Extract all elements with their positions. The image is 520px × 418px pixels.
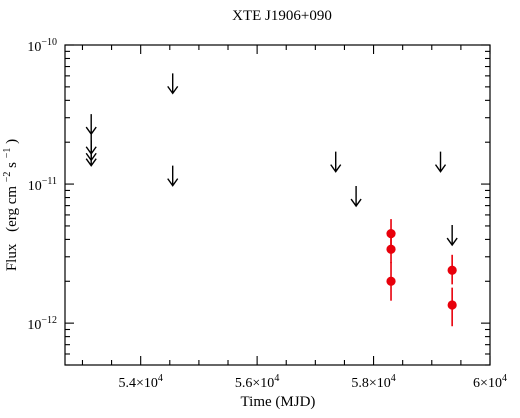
y-axis-label-units-close: ) — [4, 139, 20, 144]
detection-point — [447, 265, 457, 275]
upper-limit-arrow — [446, 225, 458, 247]
axis-ticks — [65, 44, 491, 366]
detection-point — [386, 244, 396, 254]
x-tick-label: 5.6×104 — [235, 373, 279, 391]
upper-limit-arrow — [85, 145, 97, 167]
upper-limit-arrow — [85, 114, 97, 136]
y-axis-label-units: (erg cm — [4, 186, 20, 232]
x-tick-label: 6×104 — [473, 373, 507, 391]
x-tick-label: 5.4×104 — [118, 373, 162, 391]
y-axis-label-units-exp: −2 — [2, 172, 13, 183]
detection-point — [386, 276, 396, 286]
y-axis-label-units-exp2: −1 — [2, 148, 13, 159]
y-axis-label-main: Flux — [4, 243, 20, 271]
upper-limit-arrow — [330, 151, 342, 173]
upper-limit-arrow — [167, 165, 179, 187]
upper-limit-arrow — [350, 186, 362, 208]
y-tick-label: 10−12 — [27, 315, 57, 333]
x-axis-label: Time (MJD) — [241, 394, 316, 410]
plot-frame — [64, 44, 491, 366]
data-marks — [85, 73, 458, 327]
x-tick-labels: 5.4×104 5.6×104 5.8×104 6×104 — [118, 373, 506, 391]
detection-point — [386, 229, 396, 239]
y-tick-label: 10−11 — [28, 176, 57, 194]
detection-point — [447, 300, 457, 310]
y-axis-label: Flux (erg cm −2 s −1 ) — [0, 139, 20, 271]
upper-limit-arrow — [167, 73, 179, 95]
upper-limit-arrow — [434, 151, 447, 173]
y-tick-labels: 10−12 10−11 10−10 — [27, 37, 57, 333]
chart-title: XTE J1906+090 — [232, 8, 332, 24]
x-tick-label: 5.8×104 — [351, 373, 395, 391]
y-axis-label-units-tail: s — [4, 162, 20, 168]
y-tick-label: 10−10 — [27, 37, 57, 55]
